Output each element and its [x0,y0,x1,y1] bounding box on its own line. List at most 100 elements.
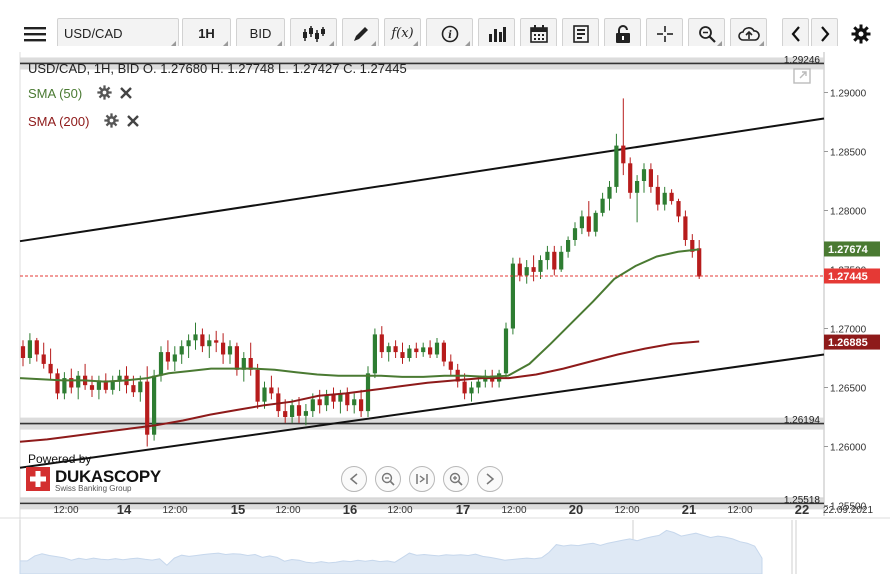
candle-up [365,373,371,412]
candles-icon [302,25,325,42]
sma50-remove-button[interactable] [119,86,133,104]
candle-up [407,348,412,358]
candle-down [517,263,522,276]
sma200-line [19,340,700,443]
candle-up [117,375,122,382]
candle-up [207,340,212,347]
candle-up [324,394,329,406]
candle-down [165,352,170,362]
candle-up [172,354,177,362]
candle-up [510,263,515,329]
indicators-button[interactable]: f(x) [384,18,421,49]
draw-tool-button[interactable] [342,18,379,49]
candle-down [655,186,660,205]
candle-down [248,358,253,370]
sma50-settings-button[interactable] [97,85,112,104]
chart-type-button[interactable] [290,18,337,49]
candle-up [469,387,474,394]
candle-down [393,346,398,353]
scroll-right-button[interactable] [811,18,838,49]
y-tick-label: 1.27000 [830,325,867,336]
channel-lower-line [19,353,825,469]
candle-down [331,394,336,402]
x-tick-label: 12:00 [53,505,78,516]
nav-reset-button[interactable] [409,466,435,492]
sma200-remove-button[interactable] [126,114,140,132]
gear-icon [97,85,112,100]
zoom-button[interactable] [688,18,725,49]
template-button[interactable] [562,18,599,49]
candle-down [448,361,453,370]
crosshair-button[interactable] [646,18,683,49]
side-value: BID [249,26,272,41]
sma200-settings-button[interactable] [104,113,119,132]
settings-button[interactable] [846,18,876,49]
candle-up [600,198,605,213]
gear-icon [104,113,119,128]
candle-up [303,411,308,416]
sma50-legend-label: SMA (50) [28,86,83,101]
candle-down [621,145,626,164]
x-day-label: 17 [456,502,470,517]
candle-up [193,334,198,341]
x-tick-label: 22.09.2021 [823,505,873,516]
close-icon [127,115,139,127]
candle-down [145,381,150,435]
candle-up [538,260,543,272]
volume-button[interactable] [478,18,515,49]
x-tick-label: 12:00 [162,505,187,516]
y-tick-label: 1.29000 [830,89,867,100]
timeframe-select[interactable]: 1H [182,18,231,49]
crosshair-icon [656,25,673,42]
logo-cross-icon [26,467,50,491]
chevron-right-icon [820,25,829,42]
candle-up [641,169,647,181]
candle-up [572,228,578,240]
lock-button[interactable] [604,18,641,49]
info-button[interactable]: i [426,18,473,49]
calendar-button[interactable] [520,18,557,49]
candle-up [593,212,598,232]
candle-down [400,352,405,358]
close-icon [120,87,132,99]
candle-up [503,328,509,374]
expand-chart-button[interactable] [793,68,811,84]
candle-down [359,399,364,412]
x-day-label: 22 [795,502,809,517]
scroll-left-button[interactable] [782,18,809,49]
nav-scroll-left-button[interactable] [341,466,367,492]
nav-scroll-right-button[interactable] [477,466,503,492]
menu-button[interactable] [20,18,50,49]
candle-down [669,192,674,202]
y-tick-label: 1.26500 [830,384,867,395]
side-select[interactable]: BID [236,18,285,49]
y-tick-label: 1.25500 [830,502,867,513]
triangle-right-icon [486,473,495,485]
nav-zoom-in-button[interactable] [443,466,469,492]
candle-up [110,381,115,390]
candle-up [152,375,157,435]
candle-up [76,375,81,388]
x-tick-label: 12:00 [275,505,300,516]
candle-down [648,169,653,187]
svg-text:i: i [448,30,452,41]
hamburger-icon [24,26,46,41]
x-tick-label: 12:00 [614,505,639,516]
candle-up [179,346,184,355]
nav-zoom-out-button[interactable] [375,466,401,492]
candle-down [34,340,39,355]
candle-up [559,251,564,270]
chart-area[interactable]: 1.290001.285001.280001.275001.270001.265… [0,46,890,574]
export-button[interactable] [730,18,767,49]
symbol-select[interactable]: USD/CAD [57,18,179,49]
fit-icon [416,474,428,484]
zoom-out-icon [381,472,395,486]
candle-down [276,393,281,412]
sma50-line [19,248,700,383]
timeframe-value: 1H [198,26,215,41]
candle-down [441,342,446,362]
logo-tagline: Swiss Banking Group [55,484,132,493]
bar-chart-icon [488,26,506,42]
candle-up [96,380,101,390]
symbol-value: USD/CAD [64,26,123,41]
